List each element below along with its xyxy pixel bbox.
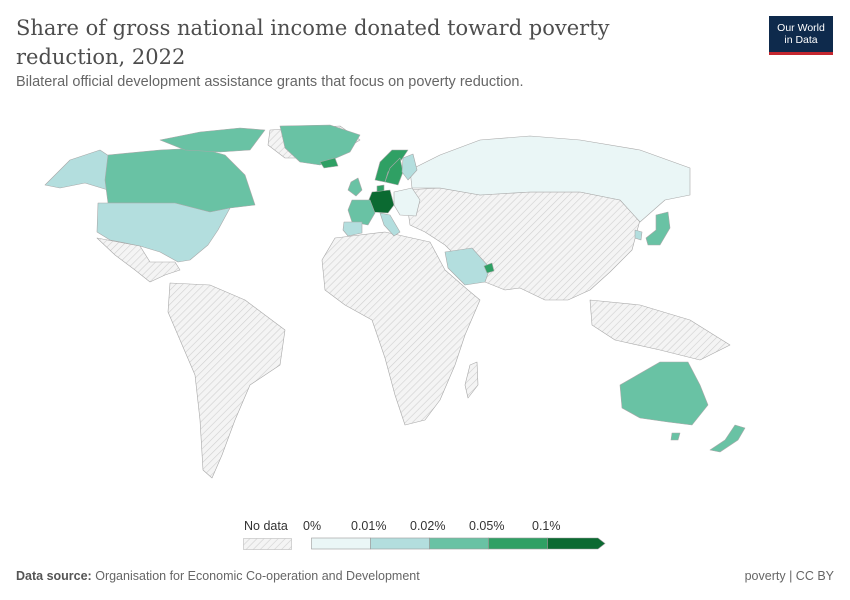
uk-ireland[interactable] [347, 177, 363, 197]
legend-bin-label-1: 0.01% [351, 519, 387, 533]
south-america[interactable] [167, 282, 286, 479]
legend-swatch-2 [429, 537, 489, 550]
united-states[interactable] [96, 202, 231, 263]
map-legend: No data 0% 0.01% 0.02% 0.05% 0.1% [0, 515, 850, 555]
legend-swatch-1 [370, 537, 430, 550]
canada-arctic-islands[interactable] [159, 127, 266, 153]
data-source-text[interactable]: Organisation for Economic Co-operation a… [95, 569, 420, 583]
new-zealand[interactable] [709, 424, 746, 453]
data-source: Data source: Organisation for Economic C… [16, 569, 420, 583]
world-map [44, 124, 746, 479]
alaska[interactable] [44, 149, 116, 191]
chart-title: Share of gross national income donated t… [16, 16, 610, 69]
logo-line-1: Our World [777, 22, 825, 34]
legend-swatch-0 [311, 537, 371, 550]
no-data-label: No data [244, 519, 288, 533]
saudi-arabia[interactable] [444, 247, 491, 286]
france[interactable] [347, 199, 376, 226]
chart-subtitle: Bilateral official development assistanc… [16, 74, 524, 90]
legend-bin-label-2: 0.02% [410, 519, 446, 533]
south-korea[interactable] [634, 229, 643, 241]
legend-color-bar [311, 537, 606, 550]
logo-line-2: in Data [784, 34, 818, 46]
italy[interactable] [379, 212, 401, 237]
legend-swatch-4 [547, 537, 606, 550]
legend-bin-label-4: 0.1% [532, 519, 561, 533]
tasmania[interactable] [670, 432, 681, 441]
eastern-europe[interactable] [393, 187, 421, 217]
owid-logo[interactable]: Our World in Data [769, 16, 833, 55]
southeast-asia[interactable] [589, 299, 731, 361]
sweden[interactable] [384, 157, 404, 186]
finland[interactable] [401, 153, 418, 181]
africa[interactable] [321, 231, 481, 426]
greenland[interactable] [279, 124, 361, 166]
madagascar[interactable] [464, 361, 479, 399]
australia[interactable] [619, 361, 709, 426]
legend-bin-label-3: 0.05% [469, 519, 505, 533]
russia[interactable] [409, 135, 691, 223]
mexico-central-america[interactable] [96, 237, 181, 283]
japan[interactable] [645, 211, 671, 246]
united-arab-emirates[interactable] [483, 262, 495, 274]
no-data-swatch [243, 538, 292, 550]
spain[interactable] [342, 221, 363, 237]
legend-bin-label-0: 0% [303, 519, 322, 533]
footer-license[interactable]: poverty | CC BY [744, 569, 834, 583]
iceland[interactable] [319, 157, 339, 169]
data-source-label: Data source: [16, 569, 92, 583]
legend-swatch-3 [488, 537, 548, 550]
